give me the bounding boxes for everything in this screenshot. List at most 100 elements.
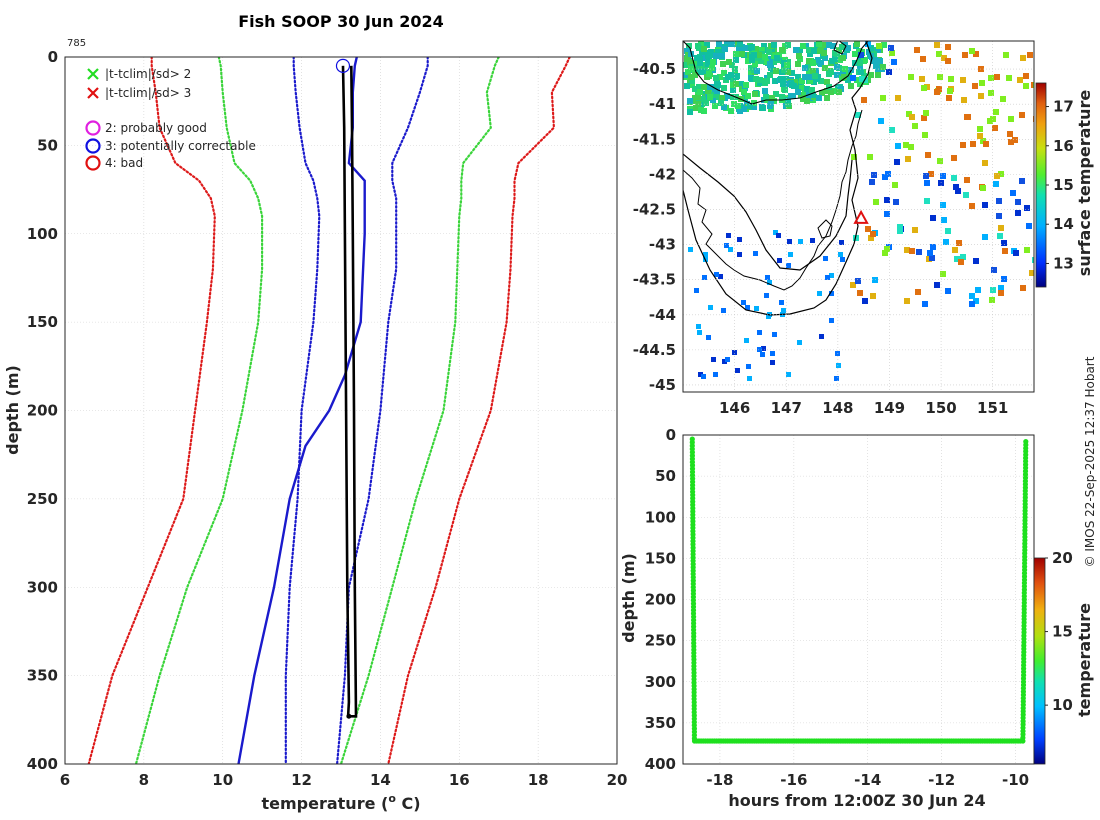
sst-pixel <box>908 74 914 80</box>
sst-pixel <box>819 90 825 96</box>
sst-pixel <box>960 254 966 260</box>
sst-pixel <box>857 65 863 71</box>
sst-pixel <box>798 239 803 244</box>
sst-pixel <box>714 88 720 94</box>
sst-pixel <box>804 98 810 104</box>
sst-pixel <box>982 234 988 240</box>
time-y-tick-label: 50 <box>655 467 676 485</box>
t-cb-tick-label: 15 <box>1052 623 1073 641</box>
sst-pixel <box>787 239 792 244</box>
sst-pixel <box>868 235 874 241</box>
sst-pixel <box>852 51 858 57</box>
sst-pixel <box>779 300 784 305</box>
sst-pixel <box>960 142 966 148</box>
coastline <box>683 41 873 316</box>
sst-pixel <box>1024 205 1030 211</box>
y-tick-label: 150 <box>27 313 58 331</box>
profile-id: 785 <box>67 38 86 49</box>
map-panel: 146 147 148 149 150 151 -40.5 -41 -41.5 -42 -42.5 -… <box>633 40 1094 417</box>
sst-pixel <box>697 330 702 335</box>
sst-pixel <box>937 74 943 80</box>
time-x-tick-label: -12 <box>928 771 955 789</box>
sst-pixel <box>928 171 934 177</box>
sst-pixel <box>1020 285 1026 291</box>
sst-pixel <box>741 300 746 305</box>
sst-pixel <box>730 87 736 93</box>
sst-pixel <box>892 182 898 188</box>
sst-pixel <box>854 41 860 47</box>
sst-pixel <box>845 45 851 51</box>
sst-pixel <box>796 53 802 59</box>
time-y-tick-label: 200 <box>645 591 676 609</box>
sst-pixel <box>771 59 777 65</box>
t-cb-tick-label: 10 <box>1052 696 1073 714</box>
sst-pixel <box>884 197 890 203</box>
map-y-tick-label: -40.5 <box>633 60 676 78</box>
sst-pixel <box>1019 112 1025 118</box>
sst-pixel <box>777 258 782 263</box>
sst-pixel <box>997 233 1003 239</box>
sst-pixel <box>828 69 834 75</box>
sst-pixel <box>924 198 930 204</box>
map-x-tick-label: 146 <box>719 399 750 417</box>
sst-pixel <box>766 49 772 55</box>
sst-pixel <box>713 53 719 59</box>
sst-pixel <box>1023 83 1029 89</box>
sst-pixel <box>763 94 769 100</box>
sst-pixel <box>940 271 946 277</box>
map-ticks: 146 147 148 149 150 151 -40.5 -41 -41.5 -42 -42.5 -… <box>633 60 1009 417</box>
sst-pixel <box>858 69 864 75</box>
sst-pixel <box>870 293 876 299</box>
sst-pixel <box>865 41 871 47</box>
sst-pixel <box>754 68 760 74</box>
sst-pixel <box>719 95 725 101</box>
legend-label: |t-tclim|/sd> 2 <box>105 67 191 81</box>
time-y-axis-label: depth (m) <box>619 553 638 643</box>
sst-pixel <box>741 89 747 95</box>
sst-pixel <box>1019 178 1025 184</box>
sst-pixel <box>937 158 943 164</box>
sst-pixel <box>952 247 958 253</box>
sst-pixel <box>700 96 706 102</box>
sst-pixel <box>973 51 979 57</box>
legend-marker-circle <box>85 120 101 136</box>
sst-pixel <box>737 237 742 242</box>
map-x-tick-label: 150 <box>925 399 956 417</box>
sst-pixel <box>797 340 802 345</box>
map-y-tick-label: -43 <box>649 236 676 254</box>
chart-title: Fish SOOP 30 Jun 2024 <box>238 12 444 31</box>
sst-pixel <box>781 67 787 73</box>
sst-pixel <box>810 60 816 66</box>
y-tick-label: 250 <box>27 490 58 508</box>
sst-pixel <box>800 96 806 102</box>
sst-pixel <box>708 305 713 310</box>
sst-pixel <box>703 100 709 106</box>
flag-circle <box>335 58 351 73</box>
legend: |t-tclim|/sd> 2 |t-tclim|/sd> 3 2: probabl… <box>85 67 256 171</box>
sst-pixel <box>840 55 846 61</box>
sst-pixel <box>743 82 749 88</box>
sst-pixel <box>848 83 854 89</box>
sst-pixel <box>791 83 797 89</box>
sst-pixel <box>749 76 755 82</box>
sst-pixel <box>822 42 828 48</box>
map-y-tick-label: -42 <box>649 165 676 183</box>
sst-pixel <box>861 58 867 64</box>
sst-pixel <box>793 47 799 53</box>
sst-pixel <box>701 46 707 52</box>
sst-pixel <box>725 74 731 80</box>
sst-pixel <box>722 359 727 364</box>
sst-pixel <box>894 159 900 165</box>
sst-pixel <box>862 298 868 304</box>
sst-pixel <box>749 44 755 50</box>
sst-pixel <box>889 127 895 133</box>
sst-pixel <box>683 62 689 68</box>
sst-pixel <box>947 88 953 94</box>
sst-pixel <box>816 41 822 47</box>
sst-pixel <box>982 202 988 208</box>
sst-pixel <box>882 250 888 256</box>
sst-pixel <box>998 290 1004 296</box>
x-tick-label: 12 <box>291 771 312 789</box>
sst-pixel <box>786 372 791 377</box>
